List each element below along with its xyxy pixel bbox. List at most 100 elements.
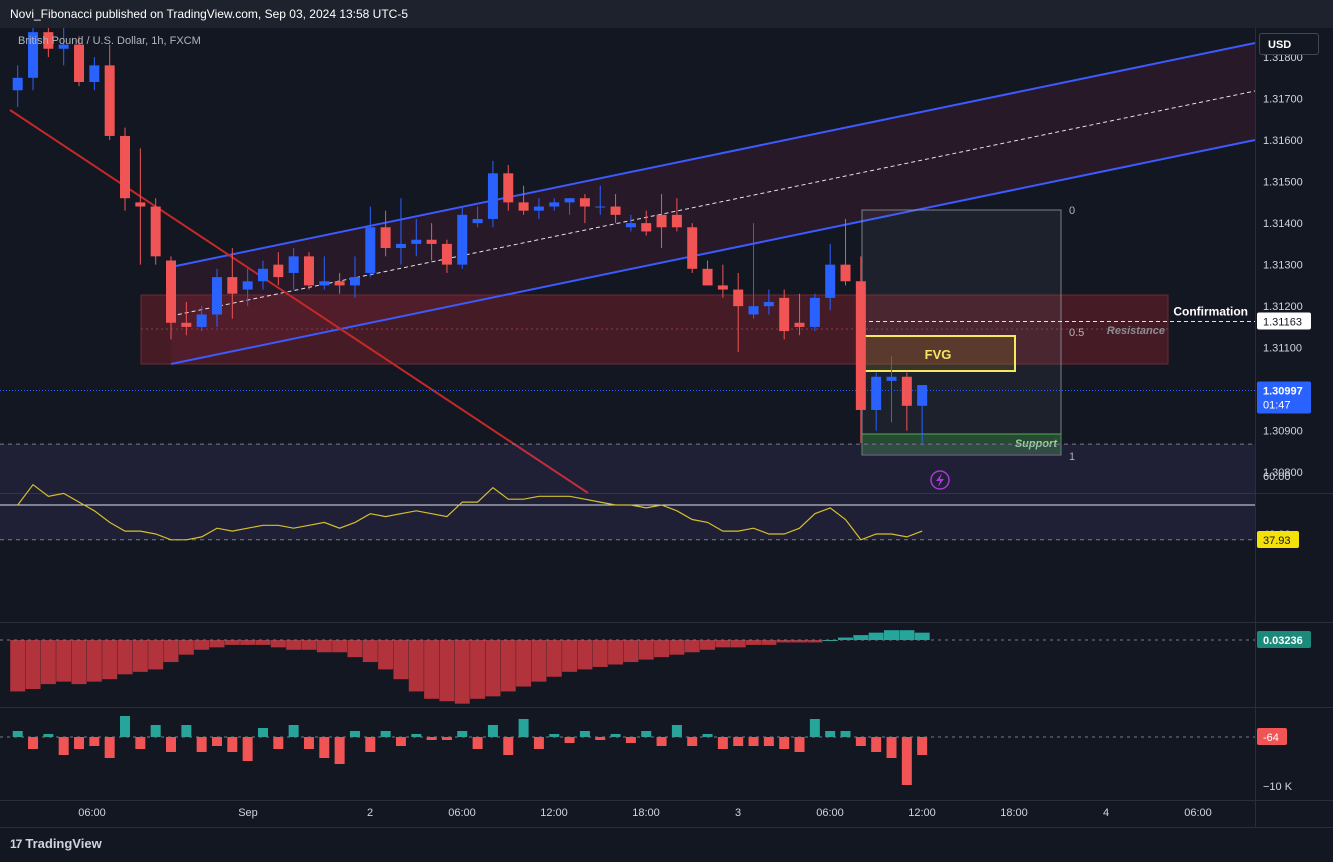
macd-bar [132, 640, 148, 672]
price-tick-label: 1.31300 [1263, 260, 1303, 272]
candle-body [196, 314, 207, 327]
candle-body [426, 239, 437, 244]
osc-bar [855, 737, 866, 746]
currency-button[interactable]: USD [1259, 33, 1319, 55]
candle-body [717, 285, 728, 290]
candle-body [579, 198, 590, 207]
macd-bar [822, 640, 838, 641]
candle-body [12, 77, 23, 91]
macd-bar [500, 640, 516, 692]
channel-lower-line [170, 139, 1256, 365]
osc-bar [901, 737, 912, 785]
candle-body [319, 281, 330, 286]
osc-bar [503, 737, 514, 755]
rsi-current-label: 37.93 [1263, 535, 1291, 547]
osc-bar [380, 731, 391, 737]
macd-bar [332, 640, 348, 653]
osc-tick-label: −10 K [1263, 781, 1293, 793]
publisher-bar: Novi_Fibonacci published on TradingView.… [0, 0, 1333, 28]
macd-bar [531, 640, 547, 682]
macd-bar [117, 640, 133, 675]
macd-bar [40, 640, 56, 685]
candle-body [441, 243, 452, 265]
osc-bar [181, 725, 192, 737]
macd-bar [10, 640, 26, 692]
macd-current-tag [1257, 631, 1311, 648]
macd-bar [362, 640, 378, 663]
osc-bar [349, 731, 360, 737]
macd-bar [807, 640, 823, 643]
osc-bar [457, 731, 468, 737]
price-tick-label: 1.31400 [1263, 218, 1303, 230]
osc-bar [794, 737, 805, 752]
candle-body [886, 376, 897, 381]
candle-body [671, 214, 682, 228]
osc-bar [840, 731, 851, 737]
symbol-title[interactable]: British Pound / U.S. Dollar, 1h, FXCM [18, 35, 201, 47]
macd-bar [485, 640, 501, 697]
macd-bar [393, 640, 409, 680]
price-tick-label: 1.31500 [1263, 177, 1303, 189]
fib-level-1: 1 [1069, 451, 1075, 463]
osc-bar [150, 725, 161, 737]
candle-body [794, 322, 805, 327]
candle-body [733, 289, 744, 307]
macd-bar [454, 640, 470, 704]
macd-bar [209, 640, 225, 648]
candle-body [273, 264, 284, 278]
macd-bar [608, 640, 624, 665]
macd-bar [224, 640, 240, 645]
candle-body [901, 376, 912, 406]
macd-pane[interactable] [0, 623, 1255, 707]
osc-bar [656, 737, 667, 746]
time-tick-label: Sep [238, 807, 258, 819]
macd-bar [730, 640, 746, 648]
price-pane[interactable] [0, 28, 1255, 493]
macd-bar [148, 640, 164, 670]
candle-body [656, 214, 667, 228]
fvg-label: FVG [925, 347, 952, 362]
candle-body [595, 206, 606, 208]
time-tick-label: 3 [735, 807, 741, 819]
osc-bar [518, 719, 529, 737]
osc-pane[interactable] [0, 708, 1255, 800]
time-tick-label: 18:00 [632, 807, 660, 819]
osc-bar [809, 719, 820, 737]
candle-body [533, 206, 544, 211]
macd-bar [914, 632, 930, 640]
osc-bar [273, 737, 284, 749]
osc-bar [120, 716, 131, 737]
macd-bar [255, 640, 271, 645]
osc-bar [549, 734, 560, 737]
candle-body [687, 227, 698, 269]
candle-body [303, 256, 314, 286]
osc-bar [242, 737, 253, 761]
osc-bar [166, 737, 176, 752]
tradingview-logo[interactable]: 17 TradingView [10, 836, 102, 851]
time-tick-label: 06:00 [78, 807, 106, 819]
osc-bar [702, 734, 713, 737]
candle-body [610, 206, 621, 215]
price-tick-label: 1.31700 [1263, 94, 1303, 106]
macd-bar [899, 630, 915, 640]
osc-bar [779, 737, 790, 749]
rsi-pane[interactable] [0, 494, 1255, 622]
macd-bar [301, 640, 317, 650]
price-tick-label: 1.31600 [1263, 135, 1303, 147]
candle-body [227, 277, 238, 294]
osc-bar [595, 737, 606, 740]
candle-body [28, 32, 39, 78]
candle-body [365, 227, 376, 273]
rsi-line [17, 483, 923, 541]
candle-body [58, 44, 69, 49]
osc-current-tag [1257, 728, 1287, 745]
time-axis[interactable] [0, 800, 1333, 827]
candle-body [395, 243, 406, 249]
macd-bar [347, 640, 363, 658]
candle-body [43, 32, 54, 49]
macd-bar [516, 640, 532, 687]
candle-body [809, 297, 820, 327]
macd-bar [286, 640, 302, 650]
osc-bar [89, 737, 100, 746]
